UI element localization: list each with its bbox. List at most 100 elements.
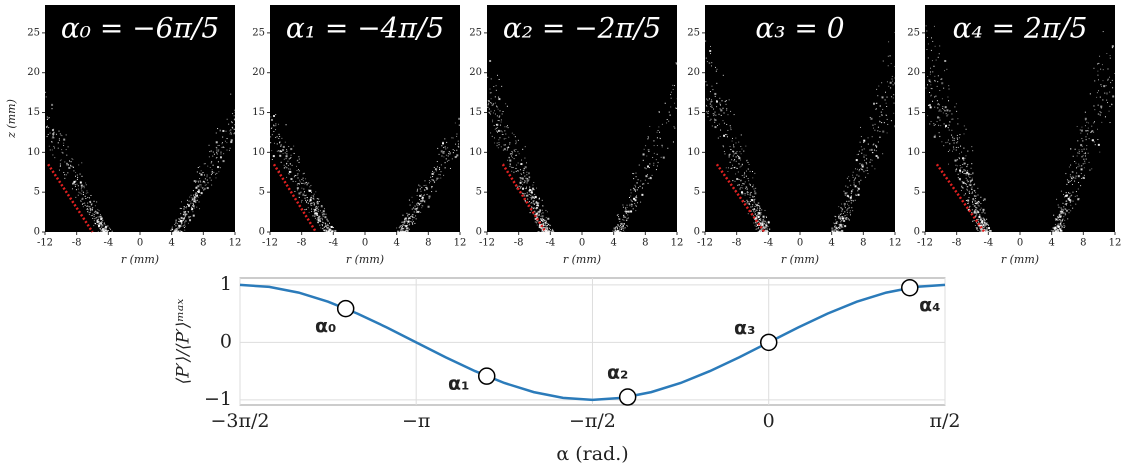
particle <box>451 137 453 139</box>
particle <box>624 231 626 233</box>
particle <box>1086 121 1088 123</box>
particle <box>970 187 972 189</box>
particle <box>968 207 970 209</box>
particle <box>440 171 442 173</box>
particle <box>711 125 713 127</box>
particle <box>491 135 493 137</box>
particle <box>879 136 881 138</box>
particle <box>81 198 83 200</box>
particle <box>401 227 403 229</box>
particle <box>949 110 951 112</box>
particle <box>733 114 735 116</box>
particle <box>52 133 55 136</box>
particle <box>710 101 712 103</box>
particle <box>64 174 66 176</box>
particle <box>1075 203 1077 205</box>
particle <box>985 230 987 232</box>
particles <box>925 25 1116 234</box>
particle <box>86 209 88 211</box>
particle <box>506 146 508 148</box>
particle <box>839 225 841 227</box>
particle <box>417 188 419 190</box>
particle <box>616 230 618 232</box>
particle <box>848 207 850 209</box>
particle <box>839 231 841 233</box>
particle <box>876 88 878 90</box>
particle <box>209 166 211 168</box>
particle <box>530 194 532 196</box>
particle <box>955 164 957 166</box>
particle <box>296 169 298 171</box>
particle <box>546 230 548 232</box>
particle <box>523 182 525 184</box>
particle <box>725 100 727 102</box>
particle <box>758 212 761 215</box>
particle <box>542 212 544 214</box>
x-tick-label: 12 <box>454 238 467 249</box>
particle <box>443 174 445 176</box>
y-tick-label: 20 <box>252 67 265 78</box>
particle <box>530 198 532 200</box>
particle <box>1057 216 1059 218</box>
particle <box>505 137 507 139</box>
particle <box>408 218 410 220</box>
particle <box>987 226 989 228</box>
particle <box>647 137 649 139</box>
particle <box>762 223 764 225</box>
x-tick-label: 8 <box>425 238 431 249</box>
particle <box>622 230 624 232</box>
particle <box>309 199 312 202</box>
particle <box>866 167 868 169</box>
particle <box>847 186 849 188</box>
particle <box>1081 165 1083 167</box>
particle <box>617 224 619 226</box>
particle <box>636 189 638 191</box>
particle <box>740 165 742 167</box>
particle <box>759 224 761 226</box>
particle <box>310 196 312 198</box>
particle <box>983 221 986 224</box>
particle <box>928 104 931 107</box>
particle <box>294 190 296 192</box>
particle <box>93 220 95 222</box>
marker <box>901 278 919 297</box>
particle <box>230 141 233 144</box>
particle <box>171 229 173 231</box>
particle <box>305 199 307 201</box>
particle <box>417 202 419 204</box>
particle <box>193 204 195 206</box>
particle <box>729 125 731 127</box>
particle <box>710 65 712 67</box>
particle <box>215 132 217 134</box>
particle <box>105 225 108 228</box>
particle <box>273 130 275 132</box>
particle <box>101 225 103 227</box>
particle <box>80 200 82 202</box>
particle <box>752 184 754 186</box>
particle <box>617 224 619 226</box>
particle <box>230 93 232 95</box>
particle <box>271 158 273 160</box>
particle <box>317 200 319 202</box>
particle <box>63 138 66 141</box>
particle <box>223 147 225 149</box>
particle <box>281 151 283 153</box>
particle <box>63 142 65 144</box>
particle <box>79 192 81 194</box>
particle <box>432 179 434 181</box>
particle <box>1087 130 1089 132</box>
particle <box>456 149 458 151</box>
particle <box>535 212 538 215</box>
particle <box>764 229 766 231</box>
particle <box>675 107 677 109</box>
particle <box>91 204 93 206</box>
particle <box>740 179 742 181</box>
particle <box>328 228 330 230</box>
particle <box>175 228 177 230</box>
particle <box>495 105 497 107</box>
particle <box>642 159 644 161</box>
particle <box>170 231 172 233</box>
particle <box>104 229 106 231</box>
particle <box>740 134 742 136</box>
particle <box>1068 192 1070 194</box>
